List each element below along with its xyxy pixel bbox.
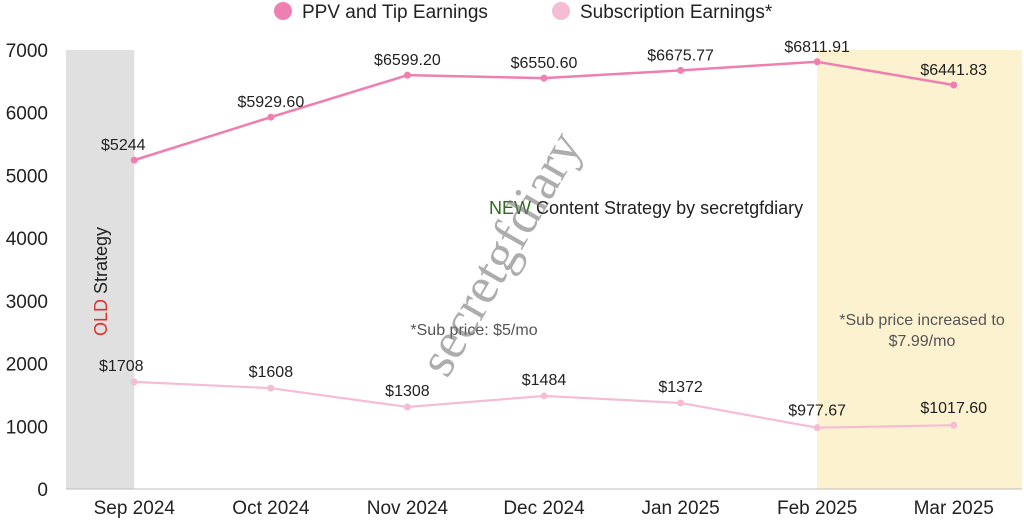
ppv-data-point — [950, 81, 958, 89]
ppv-data-label: $5929.60 — [237, 94, 304, 111]
series-points — [130, 58, 958, 432]
ppv-data-label: $6675.77 — [647, 47, 714, 64]
legend-label-subscription: Subscription Earnings* — [580, 2, 773, 23]
subscription-data-label: $1372 — [658, 379, 703, 396]
legend: PPV and Tip Earnings Subscription Earnin… — [274, 2, 773, 23]
new-strategy-suffix: Content Strategy by secretgfdiary — [531, 198, 803, 218]
y-tick-label: 2000 — [6, 355, 48, 376]
old-strategy-region — [66, 50, 135, 489]
x-tick-label: Jan 2025 — [641, 498, 719, 519]
x-tick-label: Dec 2024 — [503, 498, 585, 519]
x-tick-label: Mar 2025 — [914, 498, 994, 519]
subscription-data-label: $1608 — [249, 364, 294, 381]
x-tick-label: Oct 2024 — [232, 498, 310, 519]
old-strategy-suffix: Strategy — [91, 227, 111, 299]
subscription-data-label: $1708 — [99, 358, 144, 375]
sub-price-increase-note-line2: $7.99/mo — [889, 333, 956, 350]
watermark: secretgfdiary — [408, 122, 593, 386]
subscription-data-point — [540, 392, 548, 400]
y-axis: 0 1000 2000 3000 4000 5000 6000 7000 — [6, 41, 48, 501]
x-axis: Sep 2024 Oct 2024 Nov 2024 Dec 2024 Jan 2025… — [66, 488, 1022, 519]
ppv-data-label: $5244 — [101, 137, 146, 154]
new-strategy-prefix: NEW — [489, 198, 531, 218]
y-tick-label: 7000 — [6, 41, 48, 62]
data-labels: $5244 $5929.60 $6599.20 $6550.60 $6675.77 $68… — [99, 39, 987, 420]
subscription-data-point — [813, 424, 821, 432]
subscription-data-point — [950, 421, 958, 429]
old-strategy-annotation: OLD Strategy — [91, 227, 111, 336]
ppv-data-point — [540, 74, 548, 82]
ppv-data-label: $6811.91 — [784, 39, 850, 56]
ppv-data-point — [403, 71, 411, 79]
ppv-data-label: $6599.20 — [374, 52, 441, 69]
subscription-data-point — [403, 403, 411, 411]
ppv-data-label: $6550.60 — [511, 55, 578, 72]
ppv-data-point — [677, 66, 685, 74]
x-tick-label: Feb 2025 — [777, 498, 857, 519]
ppv-data-label: $6441.83 — [920, 62, 987, 79]
y-tick-label: 6000 — [6, 104, 48, 125]
old-strategy-prefix: OLD — [91, 299, 111, 336]
y-tick-label: 0 — [37, 480, 48, 501]
sub-price-note: *Sub price: $5/mo — [410, 322, 537, 339]
ppv-data-point — [813, 58, 821, 66]
subscription-data-label: $1308 — [385, 383, 430, 400]
subscription-data-label: $977.67 — [788, 403, 846, 420]
subscription-data-label: $1484 — [522, 372, 567, 389]
x-tick-label: Sep 2024 — [94, 498, 176, 519]
subscription-data-label: $1017.60 — [920, 400, 987, 417]
sub-price-increase-note-line1: *Sub price increased to — [839, 312, 1005, 329]
y-tick-label: 3000 — [6, 292, 48, 313]
legend-label-ppv: PPV and Tip Earnings — [302, 2, 488, 23]
legend-marker-ppv — [274, 2, 292, 20]
ppv-data-point — [267, 113, 275, 121]
price-increase-region — [817, 50, 1022, 489]
ppv-data-point — [130, 156, 138, 164]
shaded-regions — [66, 50, 1022, 489]
subscription-data-point — [130, 378, 138, 386]
y-tick-label: 5000 — [6, 166, 48, 187]
subscription-data-point — [677, 399, 685, 407]
subscription-data-point — [267, 384, 275, 392]
legend-marker-subscription — [552, 2, 570, 20]
new-strategy-annotation: NEW Content Strategy by secretgfdiary — [489, 198, 803, 218]
y-tick-label: 1000 — [6, 417, 48, 438]
x-tick-label: Nov 2024 — [367, 498, 449, 519]
y-tick-label: 4000 — [6, 229, 48, 250]
